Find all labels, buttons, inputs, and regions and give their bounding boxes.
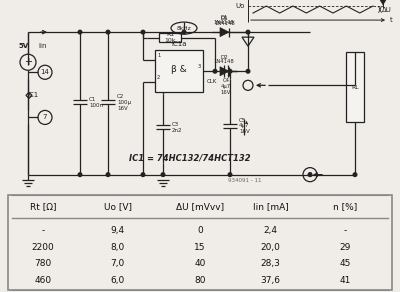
Text: CLK: CLK [207,79,217,84]
Text: -: - [344,226,347,235]
Text: 1: 1 [157,53,160,58]
Text: C5
4µ7
16V: C5 4µ7 16V [239,118,250,134]
Text: 780: 780 [34,259,52,268]
Text: C1
100n: C1 100n [89,97,103,108]
Text: 3: 3 [198,64,201,69]
Text: 15: 15 [194,243,206,251]
Text: Iin [mA]: Iin [mA] [253,202,288,211]
Circle shape [228,173,232,176]
Circle shape [141,30,145,34]
Bar [159,33,181,42]
Text: 80: 80 [194,276,206,285]
Circle shape [246,30,250,34]
Circle shape [353,173,357,176]
Text: 40: 40 [194,259,206,268]
Circle shape [246,69,250,73]
Text: 0: 0 [197,226,203,235]
Text: 6,0: 6,0 [110,276,125,285]
Text: C3
2n2: C3 2n2 [172,122,182,133]
Bar [346,52,364,122]
Text: RL: RL [351,85,359,90]
Text: IC1a: IC1a [171,41,187,47]
Polygon shape [380,0,386,5]
Text: +: + [24,57,32,67]
Circle shape [106,30,110,34]
Circle shape [228,69,232,73]
Text: Rt [Ω]: Rt [Ω] [30,202,56,211]
Text: IC1 = 74HC132/74HCT132: IC1 = 74HC132/74HCT132 [129,153,251,162]
Text: -: - [42,226,45,235]
Text: 460: 460 [35,276,52,285]
Text: 20,0: 20,0 [261,243,280,251]
Text: 41: 41 [339,276,351,285]
Text: 7,0: 7,0 [110,259,125,268]
Text: 934091 - 11: 934091 - 11 [228,178,262,183]
Text: β &: β & [171,65,187,74]
Polygon shape [220,67,229,76]
Circle shape [182,30,186,34]
Text: 45: 45 [339,259,351,268]
Text: 8,0: 8,0 [110,243,125,251]
Text: 2,4: 2,4 [264,226,278,235]
Text: Uo: Uo [236,3,245,9]
Text: C2
100µ
16V: C2 100µ 16V [117,94,131,111]
Circle shape [161,173,165,176]
Circle shape [141,173,145,176]
Polygon shape [220,28,229,36]
Text: 2: 2 [157,75,160,80]
Circle shape [213,69,217,73]
Text: 37,6: 37,6 [260,276,280,285]
Text: Uo [V]: Uo [V] [104,202,132,211]
Circle shape [78,173,82,176]
Text: D1
1N4148: D1 1N4148 [214,15,235,26]
Circle shape [106,173,110,176]
Text: 7: 7 [43,114,47,120]
Text: 5V: 5V [19,43,29,49]
Text: t: t [390,17,393,23]
Text: 8kHz: 8kHz [177,26,191,31]
Text: 1N4148: 1N4148 [214,59,234,64]
Circle shape [78,30,82,34]
Text: 28,3: 28,3 [261,259,280,268]
Text: 1N4148: 1N4148 [214,20,234,25]
Text: n [%]: n [%] [333,202,357,211]
Text: IC1: IC1 [27,92,39,98]
Text: D2: D2 [220,55,228,60]
Text: 0: 0 [308,172,312,178]
Text: 9,4: 9,4 [111,226,125,235]
Text: Iin: Iin [38,43,46,49]
Text: ΔU: ΔU [382,6,392,13]
Bar [155,50,203,92]
Text: 2200: 2200 [32,243,54,251]
Text: ΔU [mVvv]: ΔU [mVvv] [176,202,224,211]
Text: R1
10k: R1 10k [164,32,176,43]
Text: C4
4µ7
16V: C4 4µ7 16V [221,78,231,95]
Text: D1: D1 [220,16,228,21]
Text: 29: 29 [339,243,351,251]
Text: 14: 14 [40,69,50,75]
Circle shape [308,173,312,176]
